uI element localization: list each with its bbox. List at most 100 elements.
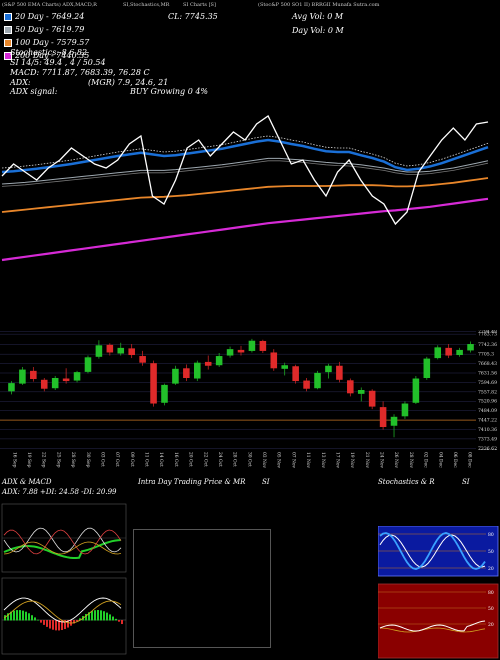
adx-panel	[1, 503, 127, 655]
date-tick-label: 30 Oct	[246, 452, 251, 467]
candle-body	[40, 379, 48, 389]
adx-panel-values: ADX: 7.88 +DI: 24.58 -DI: 20.99	[2, 488, 117, 496]
macd-histogram-bar	[97, 610, 99, 621]
ema200-line	[1, 197, 489, 262]
price-tick-label: 7705.3	[478, 352, 494, 358]
candle-body	[226, 349, 234, 356]
price-tick-label: 7631.56	[478, 371, 497, 377]
candle-body	[128, 348, 135, 356]
date-tick-label: 30 Sep	[85, 452, 90, 468]
candle-body	[303, 380, 310, 389]
candle-body	[8, 383, 15, 392]
ema50-swatch	[4, 25, 12, 34]
rsi-line	[379, 620, 486, 632]
macd-histogram-bar	[85, 613, 87, 621]
ema50-line	[1, 157, 489, 185]
price-tick-label: 7783.73	[478, 332, 497, 338]
candle-body	[401, 403, 409, 417]
macd-histogram-bar	[19, 610, 21, 621]
adx-panel-title: ADX & MACD	[2, 478, 52, 486]
header-mid-info-2: SI Charts [S]	[183, 2, 216, 8]
rsi-subpanel	[378, 583, 499, 659]
macd-histogram-bar	[10, 611, 12, 621]
macd-readout: MACD: 7711.87, 7683.39, 76.28 C	[10, 68, 150, 77]
candle-body	[30, 370, 37, 380]
price-tick-label: 7520.96	[478, 399, 497, 405]
price-tick-label: 7484.09	[478, 408, 497, 414]
ema20-line	[1, 138, 489, 174]
adx-label: ADX:	[10, 78, 31, 87]
macd-histogram-bar	[67, 620, 69, 628]
macd-histogram-bar	[73, 620, 75, 624]
date-tick-label: 03 Nov	[261, 452, 266, 468]
date-tick-label: 19 Nov	[349, 452, 354, 468]
ema20-swatch	[4, 12, 12, 21]
candle-body	[325, 365, 332, 373]
candle-body	[84, 357, 92, 372]
date-tick-label: 28 Oct	[232, 452, 237, 467]
rsi-readout: SI 14/5: 49.4 , 4 / 50.54	[10, 58, 106, 67]
macd-histogram-bar	[61, 620, 63, 631]
candle-body	[347, 380, 354, 394]
candle-body	[248, 340, 256, 351]
date-tick-label: 16 Sep	[11, 452, 16, 468]
adx-values: (MGR) 7.9, 24.6, 21	[88, 78, 169, 87]
rsi-signal-line	[379, 627, 486, 633]
date-tick-label: 04 Dec	[437, 452, 442, 468]
close-label: CL: 7745.35	[168, 12, 218, 21]
candle-body	[62, 378, 70, 382]
macd-histogram-bar	[49, 620, 51, 629]
date-tick-label: 17 Nov	[334, 452, 339, 468]
date-tick-label: 21 Nov	[364, 452, 369, 468]
candle-body	[194, 362, 201, 379]
price-tick-label: 7373.49	[478, 436, 497, 442]
macd-histogram-bar	[115, 618, 117, 621]
candle-body	[106, 344, 114, 353]
candle-body	[161, 384, 168, 403]
header-mid-info: SI,Stochastics,MR	[123, 2, 170, 8]
price-tick-label: 7742.36	[478, 342, 497, 348]
stoch-panel-title: Stochastics & R	[378, 478, 435, 486]
avg-vol-label: Avg Vol: 0 M	[292, 12, 344, 21]
macd-histogram-bar	[25, 611, 27, 621]
macd-histogram-bar	[28, 613, 30, 621]
candle-body	[314, 372, 321, 389]
date-tick-label: 02 Dec	[423, 452, 428, 468]
stochastics-panel: 80 50 20 80 50 20	[378, 526, 499, 659]
macd-histogram-bar	[76, 620, 78, 622]
candle-body	[467, 344, 474, 351]
macd-histogram-bar	[7, 613, 9, 621]
candle-body	[259, 340, 267, 351]
candle-body	[434, 347, 442, 359]
macd-histogram-bar	[43, 620, 45, 625]
date-tick-label: 05 Nov	[276, 452, 281, 468]
rsi-tick-label: 80	[488, 590, 494, 596]
intraday-panel	[133, 529, 271, 648]
candle-body	[423, 358, 431, 378]
date-tick-label: 24 Oct	[217, 452, 222, 467]
adx-signal-label: ADX signal:	[10, 87, 58, 96]
date-tick-label: 09 Oct	[129, 452, 134, 467]
adx-aux-line	[3, 541, 122, 555]
stoch-d-line	[379, 534, 486, 568]
candle-body	[368, 390, 376, 407]
candle-body	[172, 368, 179, 384]
macd-histogram-bar	[112, 616, 114, 621]
intraday-panel-title-2: SI	[262, 478, 270, 486]
date-tick-label: 22 Oct	[202, 452, 207, 467]
candle-body	[117, 347, 125, 354]
legend-label: 200 Day - 7440.35	[15, 51, 90, 60]
macd-histogram-bar	[79, 618, 81, 621]
stoch-tick-label: 80	[488, 532, 494, 538]
candle-body	[95, 345, 103, 357]
legend-label: 100 Day - 7579.57	[15, 38, 90, 47]
legend-label: 20 Day - 7649.24	[15, 12, 85, 21]
price-tick-label: 7668.43	[478, 361, 497, 367]
ema-line-chart	[1, 115, 489, 262]
macd-histogram-bar	[103, 611, 105, 621]
candle-body	[379, 407, 387, 428]
candle-body	[456, 349, 463, 356]
price-tick-label: 7325.46	[478, 449, 497, 450]
macd-histogram-bar	[31, 615, 33, 621]
